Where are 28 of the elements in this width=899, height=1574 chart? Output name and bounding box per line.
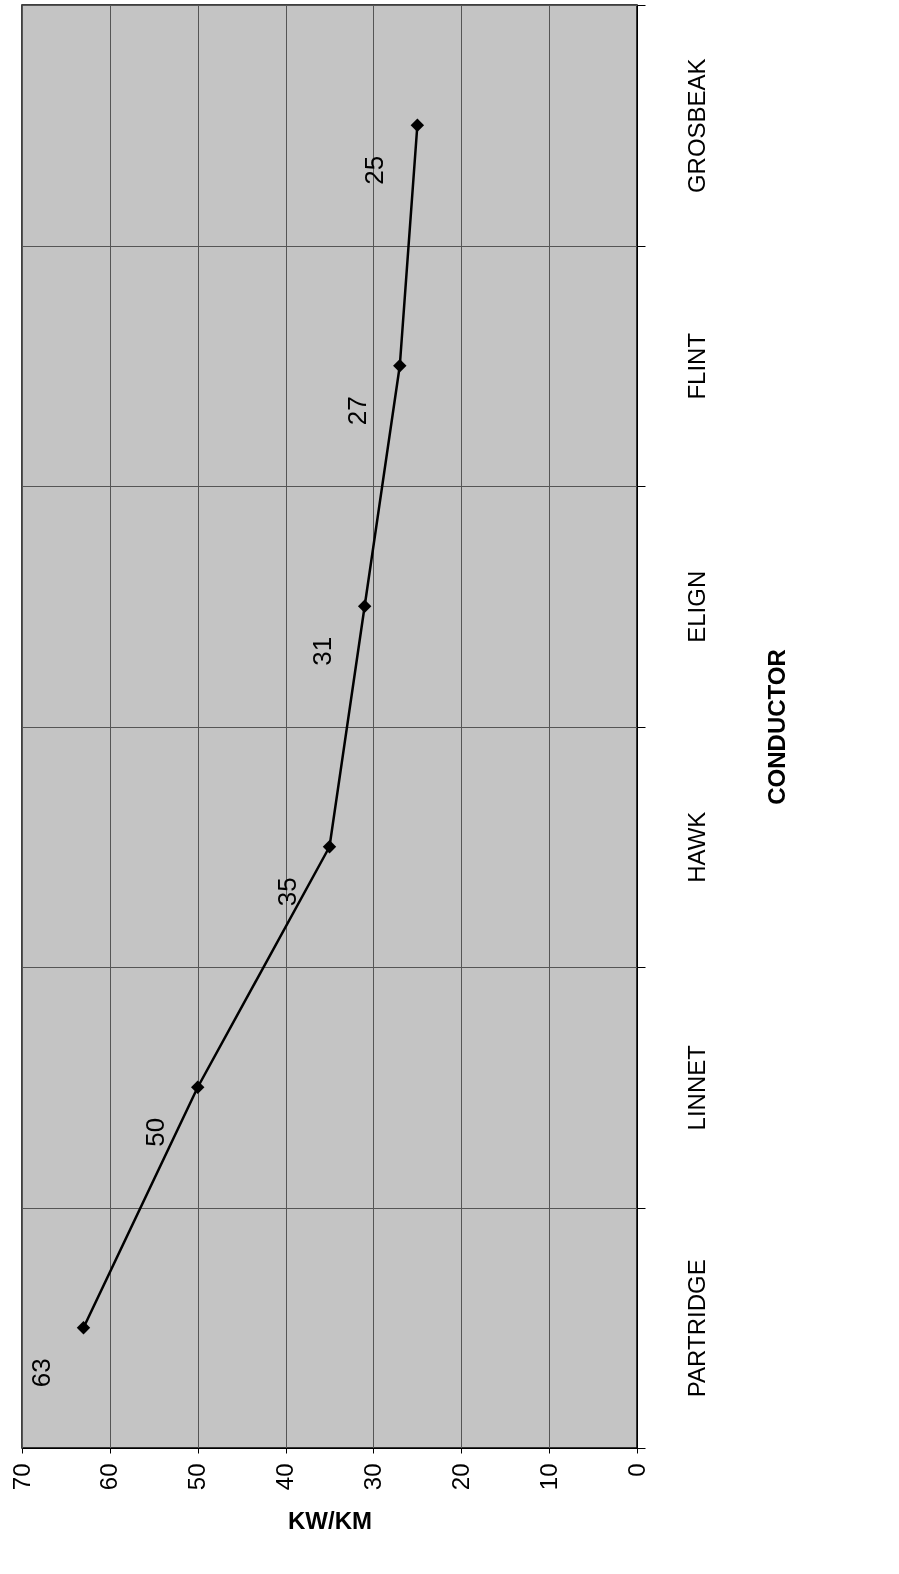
- x-tick-label: 60: [95, 1463, 123, 1491]
- data-label: 27: [341, 396, 372, 426]
- x-tick-label: 50: [183, 1463, 211, 1491]
- x-tick-label: 30: [358, 1463, 386, 1491]
- data-label: 50: [139, 1117, 170, 1147]
- y-tick-label: ELIGN: [682, 570, 710, 643]
- point: [410, 118, 425, 132]
- x-tick-label: 40: [271, 1463, 299, 1491]
- y-tick-label: HAWK: [682, 811, 710, 883]
- x-tick-label: 70: [7, 1463, 35, 1491]
- y-tick-label: LINNET: [682, 1044, 710, 1131]
- y-axis-title: CONDUCTOR: [762, 649, 790, 805]
- point: [393, 359, 407, 373]
- data-label: 31: [306, 636, 337, 666]
- data-label: 35: [271, 877, 302, 907]
- point: [76, 1321, 91, 1335]
- data-label: 25: [359, 155, 390, 185]
- x-tick-label: 10: [534, 1463, 562, 1491]
- data-label: 63: [25, 1358, 56, 1388]
- point: [191, 1080, 205, 1094]
- y-tick-label: FLINT: [682, 332, 710, 400]
- point: [357, 599, 372, 613]
- y-tick-label: GROSBEAK: [682, 58, 710, 194]
- y-tick-label: PARTRIDGE: [682, 1259, 710, 1398]
- x-tick-label: 20: [446, 1463, 474, 1491]
- point: [322, 840, 337, 854]
- x-axis-title: KW/KM: [288, 1507, 372, 1535]
- x-tick-label: 0: [622, 1463, 650, 1477]
